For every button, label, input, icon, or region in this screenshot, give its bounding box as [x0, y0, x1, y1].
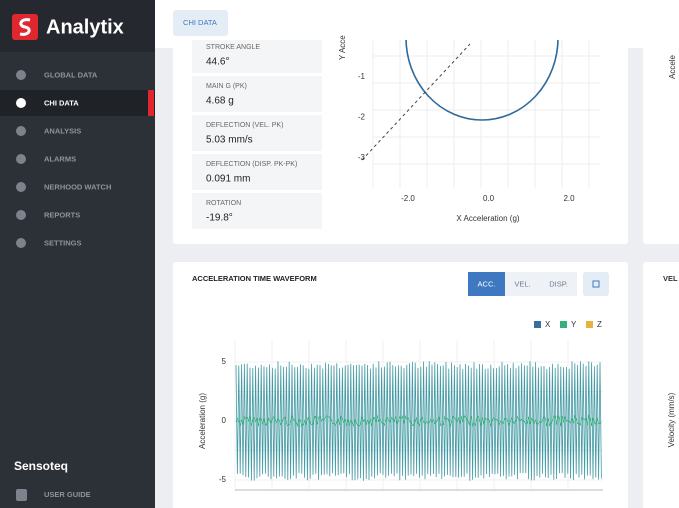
metric-value: 0.091 mm	[206, 174, 250, 185]
metric-value: 4.68 g	[206, 96, 234, 107]
nav-icon	[16, 238, 26, 248]
metric-label: DEFLECTION (DISP. PK-PK)	[206, 161, 297, 168]
y-tick-label: -3	[358, 153, 366, 162]
toggle-button[interactable]	[468, 272, 505, 296]
nav-icon	[16, 154, 26, 164]
orbit-grid	[372, 40, 600, 188]
metric-label: STROKE ANGLE	[206, 44, 260, 51]
nav-active-bar	[148, 90, 154, 116]
guide-icon	[16, 489, 27, 501]
metric-label: DEFLECTION (VEL. PK)	[206, 122, 283, 129]
toggle-label: DISP.	[549, 279, 568, 288]
metric-value: 44.6°	[206, 57, 229, 68]
nav-item[interactable]: ANALYSIS	[44, 126, 81, 135]
velocity-y-label: Velocity (mm/s)	[667, 392, 676, 447]
metric-box	[192, 76, 322, 112]
expand-icon	[592, 280, 600, 288]
metric-value: 5.03 mm/s	[206, 135, 253, 146]
nav-icon	[16, 210, 26, 220]
toggle-label: ACC.	[478, 279, 496, 288]
metric-box	[192, 115, 322, 151]
x-tick-label: 0.0	[483, 194, 495, 203]
user-guide[interactable]: USER GUIDE	[44, 490, 91, 499]
nav-item[interactable]: REPORTS	[44, 210, 80, 219]
tab[interactable]	[173, 10, 228, 36]
nav-item[interactable]: SETTINGS	[44, 238, 82, 247]
legend-swatch	[586, 321, 593, 328]
legend-swatch	[534, 321, 541, 328]
legend-label: Z	[597, 320, 602, 329]
top-cover	[155, 0, 679, 38]
x-tick-label: 2.0	[563, 194, 575, 203]
top-cover	[155, 38, 679, 40]
legend-swatch	[560, 321, 567, 328]
orbit-diagonal	[361, 43, 471, 161]
metric-box	[192, 37, 322, 73]
nav-item[interactable]: CHI DATA	[44, 98, 79, 107]
wave-y-label: Acceleration (g)	[198, 393, 207, 449]
orbit-x-label: X Acceleration (g)	[456, 214, 519, 223]
right-card	[643, 40, 679, 244]
x-tick-label: -2.0	[401, 194, 415, 203]
legend-label: X	[545, 320, 551, 329]
company: Sensoteq	[14, 459, 68, 473]
nav-item[interactable]: NERHOOD WATCH	[44, 182, 111, 191]
nav-item[interactable]: GLOBAL DATA	[44, 70, 98, 79]
metric-label: ROTATION	[206, 200, 241, 207]
nav-icon	[16, 70, 26, 80]
velocity-title: VEL	[663, 274, 678, 283]
metric-label: MAIN G (PK)	[206, 83, 247, 90]
orbit-y-label: Y Acce	[338, 35, 347, 60]
y-tick-label: -2	[358, 113, 366, 122]
right-y-label: Accele	[668, 54, 677, 79]
y-tick-label: -5	[219, 475, 227, 484]
y-tick-label: 5	[222, 357, 227, 366]
logo-mark	[19, 18, 31, 36]
brand-name: Analytix	[46, 16, 124, 38]
nav-icon	[16, 98, 26, 108]
toggle-button[interactable]	[505, 272, 540, 296]
metric-value: -19.8°	[206, 213, 233, 224]
metric-box	[192, 154, 322, 190]
nav-icon	[16, 126, 26, 136]
y-tick-label: -1	[358, 72, 366, 81]
y-tick-label: 0	[222, 416, 227, 425]
toggle-label: VEL.	[514, 279, 530, 288]
nav-item[interactable]: ALARMS	[44, 154, 76, 163]
waveform-y	[235, 414, 602, 428]
waveform-title: ACCELERATION TIME WAVEFORM	[192, 274, 317, 283]
expand-button[interactable]	[583, 272, 609, 296]
toggle-button[interactable]	[540, 272, 577, 296]
metric-box	[192, 193, 322, 229]
sidebar	[0, 0, 155, 508]
tab-label: CHI DATA	[183, 18, 217, 27]
legend-label: Y	[571, 320, 577, 329]
nav-icon	[16, 182, 26, 192]
velocity-card	[643, 262, 679, 508]
